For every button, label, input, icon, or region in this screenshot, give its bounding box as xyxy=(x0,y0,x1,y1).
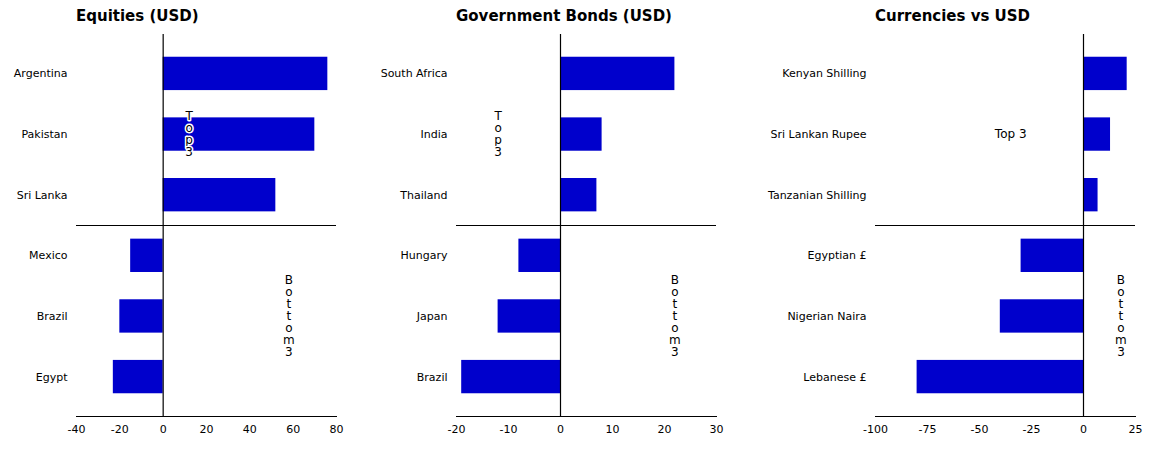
svg-text:India: India xyxy=(421,128,448,141)
svg-text:Bottom3: Bottom3 xyxy=(283,273,295,359)
svg-text:40: 40 xyxy=(243,423,257,436)
html-text:Government Bonds (USD): Government Bonds (USD) xyxy=(456,7,672,25)
svg-text:Argentina: Argentina xyxy=(14,67,68,80)
svg-text:-100: -100 xyxy=(863,423,888,436)
svg-text:25: 25 xyxy=(1129,423,1143,436)
svg-text:0: 0 xyxy=(557,423,564,436)
svg-text:South Africa: South Africa xyxy=(381,67,448,80)
svg-text:-10: -10 xyxy=(500,423,518,436)
svg-text:80: 80 xyxy=(330,423,344,436)
html-text:Currencies vs USD: Currencies vs USD xyxy=(875,7,1031,25)
svg-text:Egypt: Egypt xyxy=(36,371,68,384)
svg-text:60: 60 xyxy=(286,423,300,436)
svg-text:0: 0 xyxy=(1080,423,1087,436)
svg-text:-40: -40 xyxy=(68,423,86,436)
svg-text:Sri Lankan Rupee: Sri Lankan Rupee xyxy=(771,128,867,141)
svg-text:-20: -20 xyxy=(111,423,129,436)
svg-text:Hungary: Hungary xyxy=(401,249,448,262)
svg-text:Egyptian £: Egyptian £ xyxy=(807,249,866,262)
svg-text:Top 3: Top 3 xyxy=(994,127,1027,141)
svg-text:Japan: Japan xyxy=(416,310,448,323)
html-text:Equities (USD): Equities (USD) xyxy=(76,7,199,25)
svg-text:-50: -50 xyxy=(971,423,989,436)
svg-text:Brazil: Brazil xyxy=(37,310,68,323)
svg-text:Sri Lanka: Sri Lanka xyxy=(17,189,68,202)
svg-text:-75: -75 xyxy=(919,423,937,436)
svg-text:10: 10 xyxy=(606,423,620,436)
svg-text:-25: -25 xyxy=(1023,423,1041,436)
svg-text:30: 30 xyxy=(710,423,724,436)
svg-text:Mexico: Mexico xyxy=(29,249,68,262)
svg-text:0: 0 xyxy=(160,423,167,436)
svg-text:-20: -20 xyxy=(448,423,466,436)
svg-text:Pakistan: Pakistan xyxy=(21,128,67,141)
svg-text:Lebanese £: Lebanese £ xyxy=(803,371,866,384)
svg-text:Top3: Top3 xyxy=(493,109,502,159)
svg-text:Brazil: Brazil xyxy=(417,371,448,384)
svg-text:Top3: Top3 xyxy=(184,109,193,159)
svg-text:20: 20 xyxy=(200,423,214,436)
svg-text:Nigerian Naira: Nigerian Naira xyxy=(787,310,866,323)
svg-text:20: 20 xyxy=(658,423,672,436)
svg-text:Bottom3: Bottom3 xyxy=(1115,273,1127,359)
svg-text:Bottom3: Bottom3 xyxy=(669,273,681,359)
svg-text:Thailand: Thailand xyxy=(399,189,447,202)
svg-text:Kenyan Shilling: Kenyan Shilling xyxy=(782,67,866,80)
svg-text:Tanzanian Shilling: Tanzanian Shilling xyxy=(767,189,867,202)
